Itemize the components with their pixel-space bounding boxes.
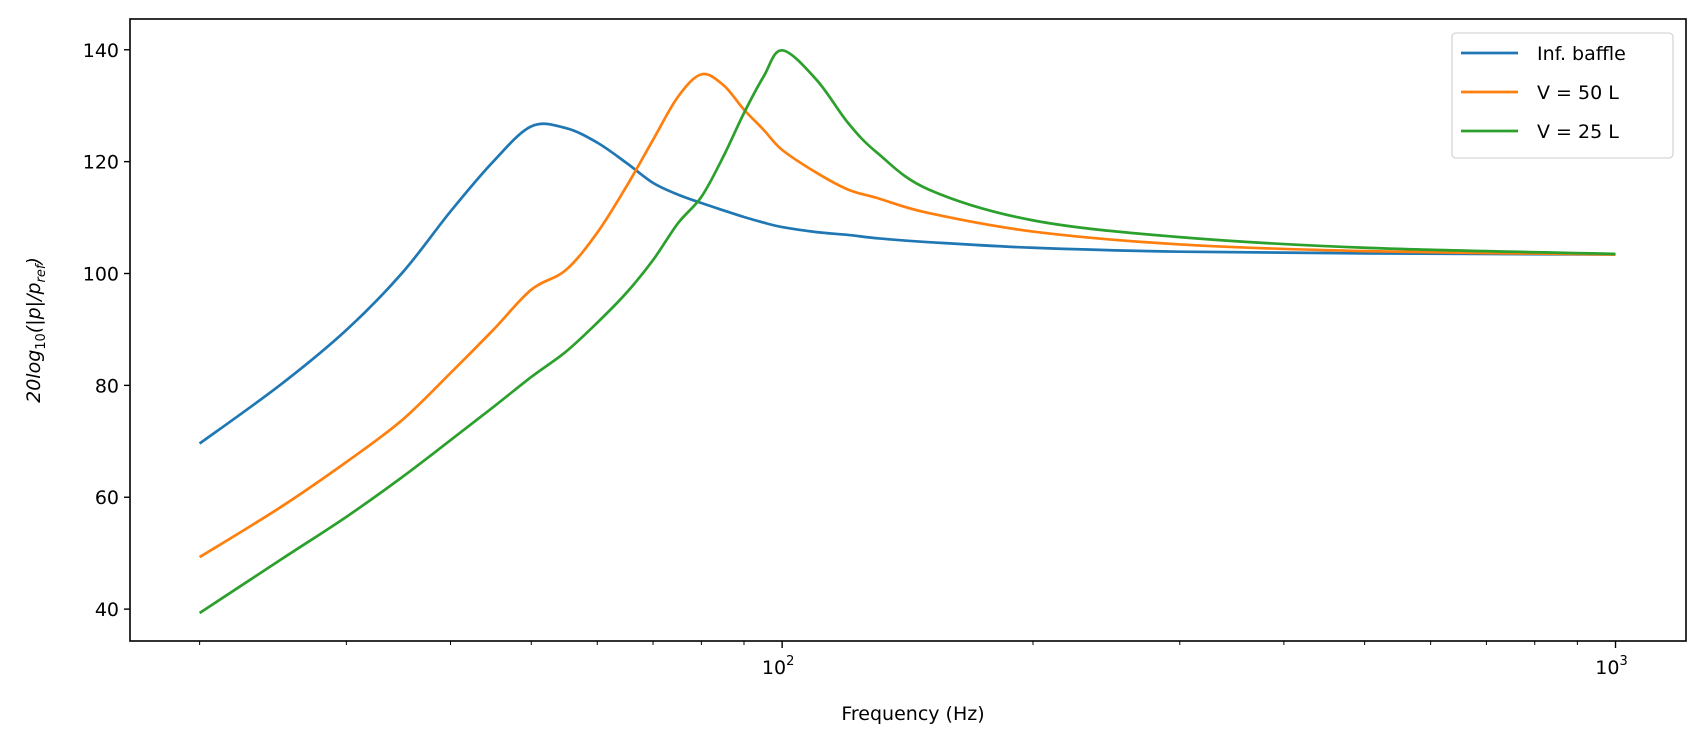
y-tick-label: 140 (83, 40, 119, 62)
y-tick-label: 100 (83, 264, 119, 286)
x-tick-label: 102 (762, 654, 794, 679)
x-tick-exponent: 2 (786, 654, 794, 669)
x-tick-base: 10 (762, 657, 786, 679)
y-axis-label: 20log10(|p|/pref) (23, 257, 49, 403)
y-tick-label: 40 (95, 599, 119, 621)
series-line-1 (198, 72, 1616, 559)
legend-box (1451, 32, 1674, 159)
x-tick-label: 103 (1595, 654, 1627, 679)
y-label-sub2: ref (34, 262, 49, 282)
y-label-end: ) (23, 257, 45, 266)
legend-label: V = 25 L (1537, 121, 1619, 143)
legend-label: Inf. baffle (1537, 43, 1626, 65)
x-axis-label: Frequency (Hz) (841, 703, 984, 725)
y-label-base: 20log (23, 350, 45, 403)
y-tick-label: 120 (83, 152, 119, 174)
y-tick-label: 80 (95, 375, 119, 397)
legend-label: V = 50 L (1537, 82, 1619, 104)
series-layer (198, 48, 1616, 615)
y-tick-label: 60 (95, 487, 119, 509)
y-label-sub: 10 (34, 333, 49, 350)
x-tick-base: 10 (1595, 657, 1619, 679)
plot-frame (129, 18, 1687, 642)
y-label-mid: (|p|/p (23, 282, 45, 333)
legend: Inf. baffle V = 50 L V = 25 L (1451, 32, 1674, 159)
series-line-2 (198, 48, 1616, 615)
series-line-0 (198, 122, 1616, 445)
x-tick-exponent: 3 (1619, 654, 1627, 669)
